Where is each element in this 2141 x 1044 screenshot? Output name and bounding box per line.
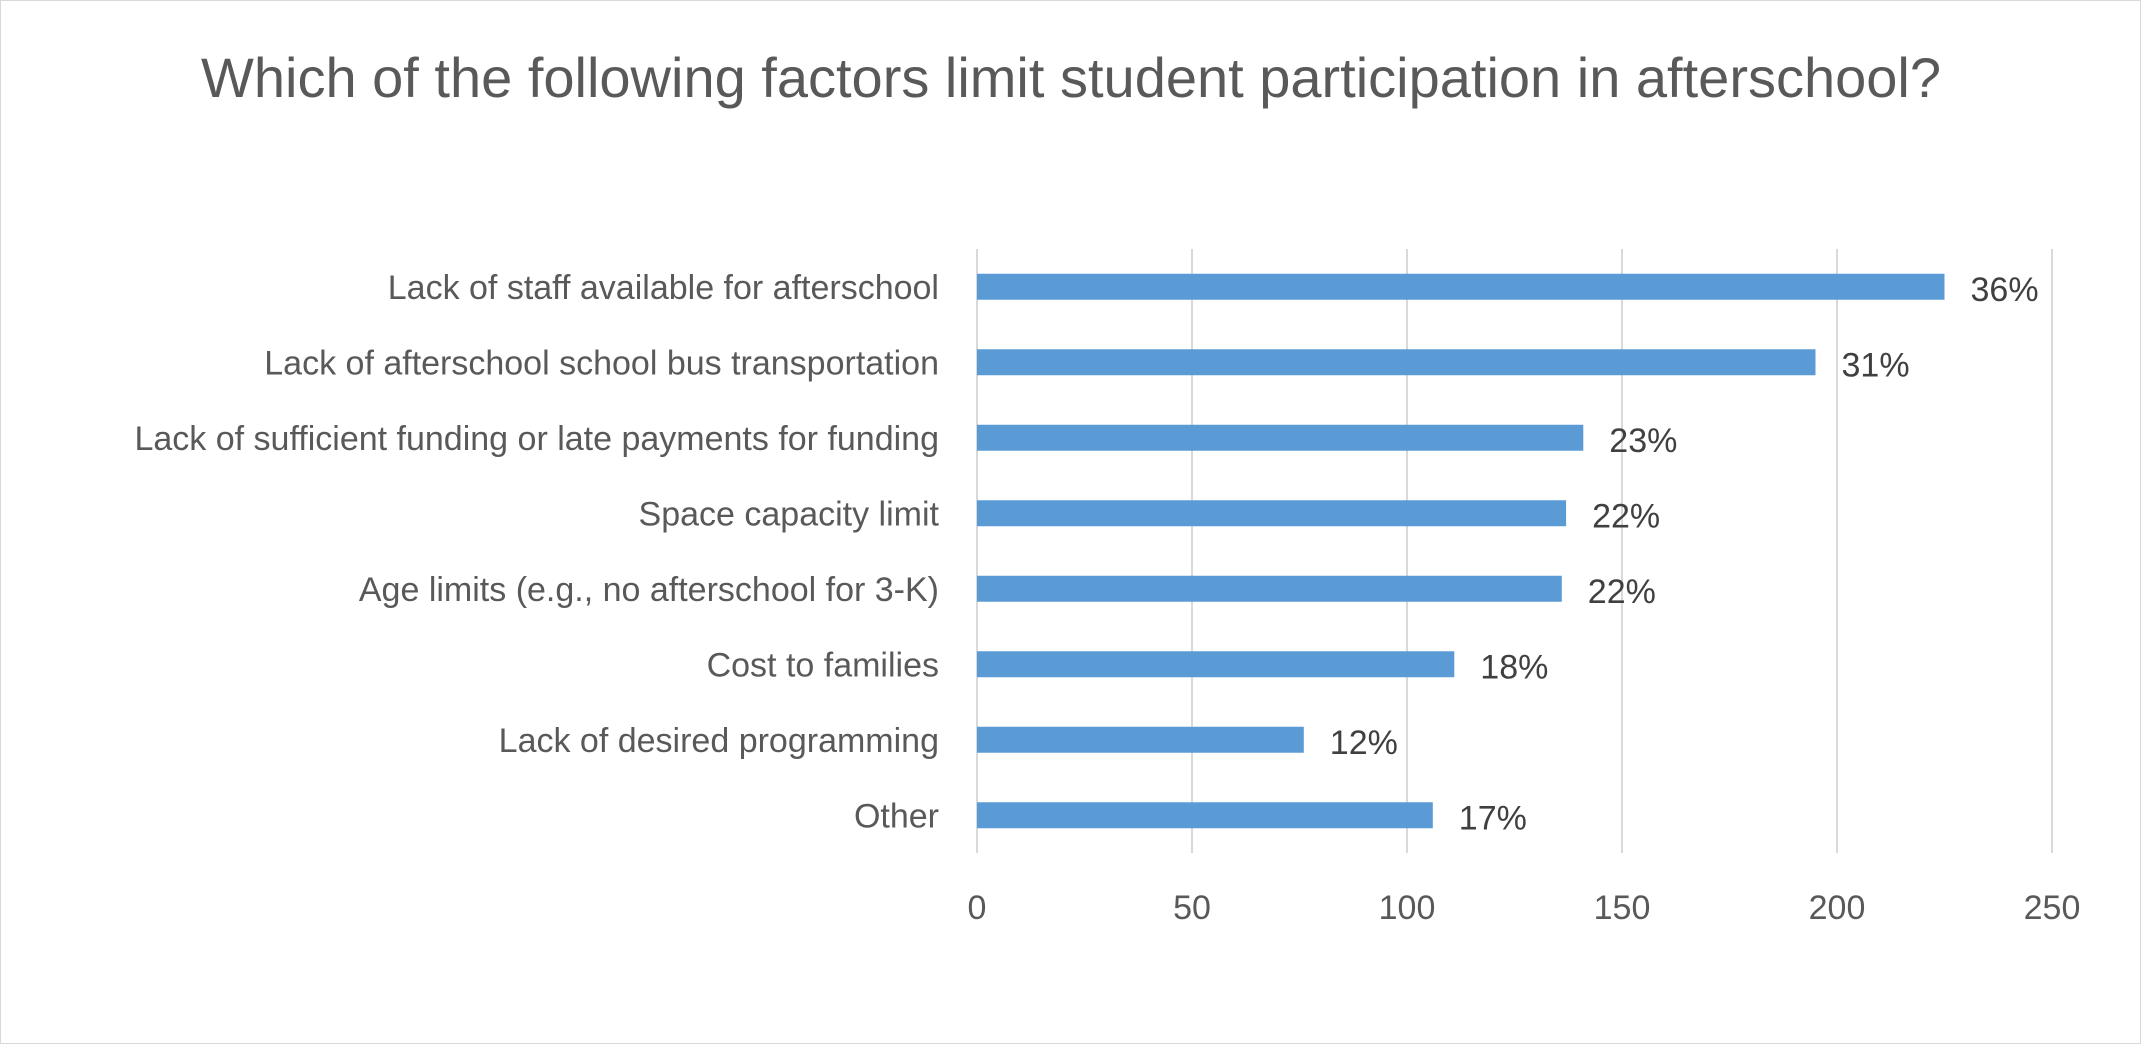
x-axis-tick-labels: 0 50 100 150 200 250: [968, 889, 2081, 927]
category-label: Lack of desired programming: [499, 722, 939, 760]
bar: [977, 424, 1584, 451]
data-label: 36%: [1971, 271, 2039, 309]
bars: [977, 273, 1945, 829]
x-tick-label: 50: [1173, 889, 1211, 927]
bar: [977, 651, 1455, 678]
category-label: Lack of staff available for afterschool: [388, 269, 939, 307]
data-label: 18%: [1480, 648, 1548, 686]
data-label: 23%: [1609, 422, 1677, 460]
data-label: 17%: [1459, 799, 1527, 837]
bar: [977, 726, 1304, 753]
x-tick-label: 200: [1809, 889, 1866, 927]
bar: [977, 273, 1945, 300]
x-tick-label: 100: [1379, 889, 1436, 927]
category-label: Space capacity limit: [639, 495, 940, 533]
category-label: Cost to families: [707, 646, 939, 684]
data-label: 12%: [1330, 724, 1398, 762]
data-label: 31%: [1842, 346, 1910, 384]
gridlines: [976, 249, 2053, 853]
data-labels: 36% 31% 23% 22% 22% 18% 12% 17%: [1330, 271, 2039, 838]
category-labels: Lack of staff available for afterschool L…: [134, 269, 939, 836]
bar: [977, 349, 1816, 376]
category-label: Age limits (e.g., no afterschool for 3-K…: [359, 571, 939, 609]
x-tick-label: 250: [2024, 889, 2081, 927]
chart-title: Which of the following factors limit stu…: [201, 46, 1941, 109]
category-label: Other: [854, 797, 939, 835]
category-label: Lack of sufficient funding or late payme…: [134, 420, 939, 458]
x-tick-label: 150: [1594, 889, 1651, 927]
category-label: Lack of afterschool school bus transport…: [264, 344, 939, 382]
bar: [977, 575, 1562, 602]
data-label: 22%: [1588, 573, 1656, 611]
x-tick-label: 0: [968, 889, 987, 927]
data-label: 22%: [1592, 497, 1660, 535]
bar: [977, 802, 1433, 829]
bar: [977, 500, 1567, 527]
